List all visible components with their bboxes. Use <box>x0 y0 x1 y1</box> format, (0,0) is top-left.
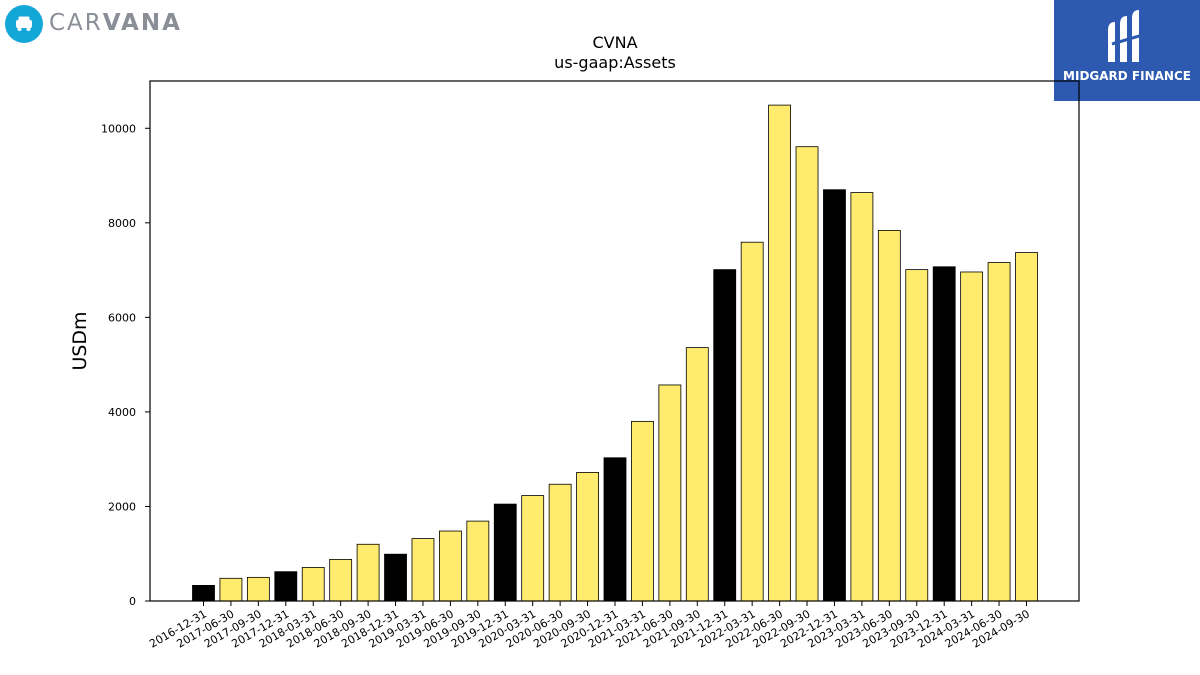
y-tick-label: 10000 <box>101 122 136 135</box>
bar-2024-06-30 <box>987 262 1011 602</box>
bar-2023-12-31 <box>932 266 956 602</box>
bar-2017-06-30 <box>219 577 243 602</box>
bar-2021-03-31 <box>631 420 654 602</box>
y-tick-label: 6000 <box>108 311 136 324</box>
bar-2016-12-31 <box>192 585 215 602</box>
bar-2018-09-30 <box>356 543 380 602</box>
bar-2022-03-31 <box>740 241 764 602</box>
y-axis: 0 2000 4000 6000 8000 10000 <box>101 122 150 608</box>
bar-2019-09-30 <box>466 520 490 602</box>
y-axis-label: USDm <box>69 311 91 370</box>
bar-2023-06-30 <box>877 229 901 602</box>
bar-2019-03-31 <box>411 538 435 602</box>
bar-2017-12-31 <box>274 571 298 602</box>
bar-2022-06-30 <box>768 104 791 602</box>
bar-2017-09-30 <box>246 576 270 602</box>
x-axis: 2016-12-312017-06-302017-09-302017-12-31… <box>147 601 1032 651</box>
chart-title: CVNA <box>592 33 637 52</box>
bar-2021-09-30 <box>685 347 709 602</box>
car-icon <box>5 5 43 43</box>
carvana-wordmark-bold: VANA <box>102 10 182 36</box>
bar-2018-12-31 <box>384 553 407 602</box>
bar-2023-09-30 <box>905 269 929 602</box>
carvana-wordmark-light: CAR <box>49 10 103 36</box>
bar-2021-12-31 <box>713 269 737 602</box>
plot-frame <box>149 80 1080 602</box>
carvana-wordmark: CARVANA <box>49 10 182 36</box>
bars-group <box>192 104 1038 602</box>
bar-2024-09-30 <box>1015 252 1038 602</box>
y-tick-label: 8000 <box>108 217 136 230</box>
chart-subtitle: us-gaap:Assets <box>554 53 676 72</box>
y-tick-label: 0 <box>129 595 136 608</box>
bar-2024-03-31 <box>960 271 984 602</box>
bar-2020-12-31 <box>603 457 627 602</box>
bar-2022-09-30 <box>795 146 819 602</box>
bar-2020-03-31 <box>521 495 545 602</box>
bar-2018-06-30 <box>329 559 353 602</box>
bar-2020-06-30 <box>548 483 572 602</box>
bar-2023-03-31 <box>850 192 874 602</box>
carvana-logo: CARVANA <box>5 5 180 43</box>
bar-2019-06-30 <box>438 530 462 602</box>
bar-2022-12-31 <box>823 189 846 602</box>
midgard-finance-name: MIDGARD FINANCE <box>1063 69 1191 83</box>
bar-2021-06-30 <box>658 384 682 602</box>
midgard-mark-icon <box>1108 10 1147 62</box>
midgard-finance-logo: MIDGARD FINANCE <box>1054 0 1200 101</box>
bar-2020-09-30 <box>576 472 599 602</box>
y-tick-label: 4000 <box>108 406 136 419</box>
bar-2018-03-31 <box>301 567 325 602</box>
bar-2019-12-31 <box>493 503 517 602</box>
y-tick-label: 2000 <box>108 500 136 513</box>
